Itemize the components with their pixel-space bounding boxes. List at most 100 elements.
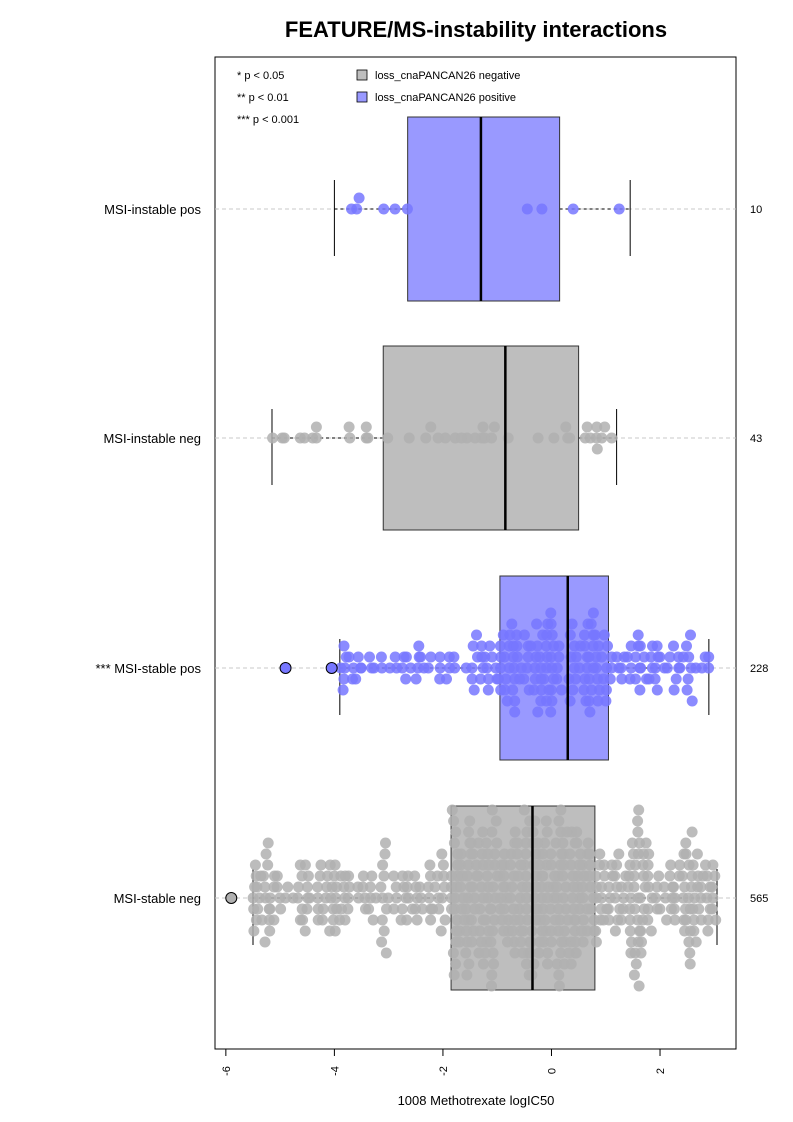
data-point <box>630 651 642 663</box>
data-point <box>586 684 597 696</box>
data-point <box>267 432 279 444</box>
group-1: MSI-instable neg 43 <box>103 345 762 531</box>
data-point <box>533 848 545 860</box>
data-point <box>659 662 670 674</box>
data-point <box>609 870 621 882</box>
data-point <box>578 684 590 696</box>
data-point <box>583 673 595 685</box>
data-point <box>375 881 387 893</box>
data-point <box>577 892 589 904</box>
data-point <box>556 684 567 696</box>
box <box>407 116 561 302</box>
data-point <box>434 662 446 674</box>
data-point <box>590 936 602 948</box>
data-point <box>501 892 513 904</box>
data-point <box>475 673 486 685</box>
data-point <box>626 837 638 849</box>
data-point <box>616 673 628 685</box>
data-point <box>488 958 500 970</box>
data-point <box>584 706 596 718</box>
data-point <box>521 881 533 893</box>
data-point <box>366 870 378 882</box>
data-point <box>579 629 590 641</box>
data-point <box>625 640 637 652</box>
data-point <box>580 695 592 707</box>
data-point <box>287 892 299 904</box>
data-point <box>324 859 336 871</box>
data-point <box>584 881 596 893</box>
data-point <box>670 673 682 685</box>
data-point <box>642 903 654 915</box>
data-point <box>624 859 636 871</box>
data-point <box>695 892 707 904</box>
data-point <box>486 804 498 816</box>
data-point <box>339 870 351 882</box>
data-point <box>567 892 579 904</box>
data-point <box>388 870 400 882</box>
data-point <box>464 815 476 827</box>
data-point <box>582 837 594 849</box>
data-point <box>553 640 565 652</box>
data-point <box>378 925 390 937</box>
data-point <box>564 695 576 707</box>
data-point <box>420 432 432 444</box>
data-point <box>593 684 605 696</box>
data-point <box>499 651 510 663</box>
data-point <box>642 914 654 926</box>
data-point <box>390 881 402 893</box>
data-point <box>367 914 379 926</box>
data-point <box>433 892 444 904</box>
data-point <box>274 892 286 904</box>
data-point <box>497 629 509 641</box>
data-point <box>546 662 558 674</box>
data-point <box>591 443 603 455</box>
data-point <box>491 673 503 685</box>
data-point <box>447 947 459 959</box>
data-point <box>642 870 654 882</box>
data-point <box>682 892 694 904</box>
data-point <box>293 881 304 893</box>
data-point <box>553 980 565 992</box>
data-point <box>446 804 458 816</box>
data-point <box>571 837 583 849</box>
data-point <box>651 684 663 696</box>
data-point <box>384 662 396 674</box>
data-point <box>668 640 679 652</box>
data-point <box>545 925 557 937</box>
data-point <box>378 203 390 215</box>
data-point <box>570 673 582 685</box>
data-point <box>564 432 576 444</box>
data-point <box>487 947 499 959</box>
data-point <box>636 936 647 948</box>
data-point <box>324 925 336 937</box>
data-point <box>565 859 577 871</box>
data-point <box>364 651 375 663</box>
data-point <box>432 432 444 444</box>
legend-swatch-negative <box>356 69 368 81</box>
group-2: *** MSI-stable pos 228 <box>96 575 768 761</box>
data-point <box>549 870 561 882</box>
data-point <box>425 421 437 433</box>
data-point <box>477 892 489 904</box>
data-point <box>553 651 565 663</box>
data-point <box>615 662 627 674</box>
data-point <box>275 903 287 915</box>
data-point <box>638 651 650 663</box>
data-point <box>611 651 623 663</box>
data-point <box>679 925 691 937</box>
data-point <box>312 881 324 893</box>
groups-layer: MSI-instable pos 10 MSI-instable neg 43 *** … <box>96 116 768 992</box>
data-point <box>542 947 554 959</box>
data-point <box>595 903 607 915</box>
data-point <box>511 640 523 652</box>
data-point <box>598 859 610 871</box>
data-point <box>483 673 494 685</box>
x-tick-label: 2 <box>655 1068 667 1074</box>
data-point <box>532 706 544 718</box>
data-point <box>545 936 557 948</box>
data-point <box>476 640 488 652</box>
data-point <box>674 662 686 674</box>
data-point <box>557 837 569 849</box>
data-point <box>622 881 634 893</box>
data-point <box>463 914 475 926</box>
